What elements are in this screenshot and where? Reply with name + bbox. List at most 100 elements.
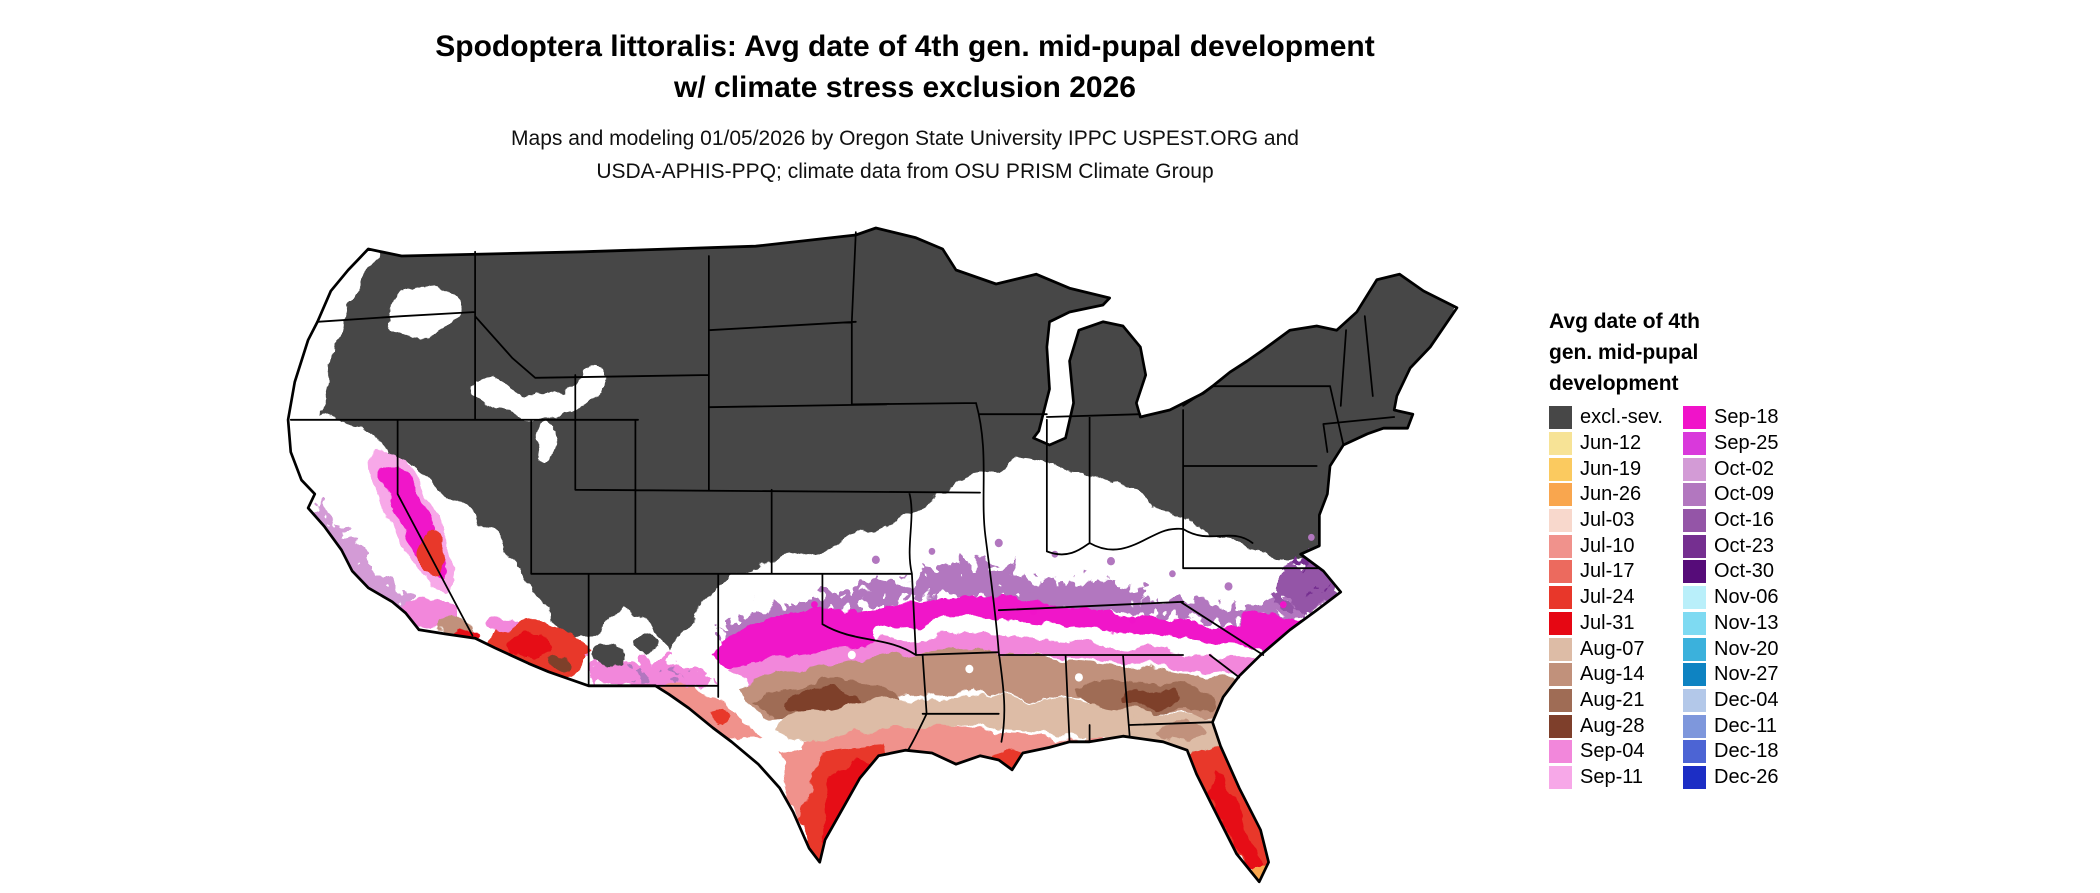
legend-swatch bbox=[1683, 586, 1706, 610]
legend-swatch bbox=[1683, 663, 1706, 687]
map-clipped-layers bbox=[288, 228, 1457, 893]
legend-row: Sep-25 bbox=[1683, 431, 1843, 457]
legend-label: excl.-sev. bbox=[1580, 406, 1663, 429]
subtitle-line-2: USDA-APHIS-PPQ; climate data from OSU PR… bbox=[596, 160, 1214, 183]
legend-label: Aug-28 bbox=[1580, 714, 1645, 737]
legend-row: Oct-23 bbox=[1683, 533, 1843, 559]
legend-label: Sep-11 bbox=[1580, 765, 1644, 788]
legend-title-line-2: gen. mid-pupal bbox=[1549, 341, 1699, 364]
region-jun-12-florida-tip bbox=[1243, 882, 1262, 893]
legend-swatch bbox=[1683, 560, 1706, 584]
state-boundaries bbox=[289, 231, 1396, 752]
legend-row: Dec-26 bbox=[1683, 765, 1843, 791]
legend-row: Jun-19 bbox=[1549, 456, 1683, 482]
region-jul-31-florida-peninsula bbox=[1209, 769, 1261, 874]
legend-swatch bbox=[1683, 714, 1706, 738]
legend-label: Jun-19 bbox=[1580, 457, 1642, 480]
title-line-1: Spodoptera littoralis: Avg date of 4th g… bbox=[435, 30, 1375, 63]
legend-row: Nov-20 bbox=[1683, 636, 1843, 662]
legend-row: excl.-sev. bbox=[1549, 405, 1683, 431]
legend-row: Sep-04 bbox=[1549, 739, 1683, 765]
legend-swatch bbox=[1683, 534, 1706, 558]
legend-column-2: Sep-18 Sep-25 Oct-02 Oct-09 Oct-16 Oct-23 Oct-… bbox=[1683, 405, 1843, 790]
legend-swatch bbox=[1683, 457, 1706, 481]
legend-row: Jun-26 bbox=[1549, 482, 1683, 508]
legend-swatch bbox=[1549, 432, 1572, 456]
region-white-snake-river-plain bbox=[471, 363, 607, 418]
legend-row: Sep-11 bbox=[1549, 765, 1683, 791]
speckle-purple bbox=[1224, 582, 1233, 591]
legend-swatch bbox=[1549, 611, 1572, 635]
legend-swatch bbox=[1683, 611, 1706, 635]
legend-column-1: excl.-sev. Jun-12 Jun-19 Jun-26 Jul-03 Jul-10… bbox=[1549, 405, 1683, 790]
legend-label: Nov-20 bbox=[1714, 637, 1779, 660]
legend-swatch bbox=[1549, 714, 1572, 738]
region-jul-31-phoenix bbox=[509, 635, 553, 658]
legend-label: Oct-23 bbox=[1714, 534, 1775, 557]
legend-swatch bbox=[1549, 457, 1572, 481]
legend-label: Aug-07 bbox=[1580, 637, 1645, 660]
dot-oct-09 bbox=[630, 666, 641, 678]
region-jul-24-west-texas bbox=[708, 709, 733, 724]
dot-oct-09 bbox=[670, 671, 681, 683]
legend-label: Nov-27 bbox=[1714, 663, 1779, 686]
legend-row: Nov-13 bbox=[1683, 611, 1843, 637]
us-development-map bbox=[248, 193, 1477, 893]
title-line-2: w/ climate stress exclusion 2026 bbox=[674, 71, 1136, 104]
legend-title-line-1: Avg date of 4th bbox=[1549, 310, 1700, 333]
speckle-magenta bbox=[1030, 608, 1037, 616]
band-sep-04-pink bbox=[728, 632, 1280, 689]
legend-swatch bbox=[1683, 765, 1706, 789]
band-sep-18-magenta bbox=[718, 596, 1344, 667]
region-new-mexico-strip bbox=[589, 657, 716, 694]
legend-label: Dec-18 bbox=[1714, 740, 1779, 763]
legend-label: Aug-21 bbox=[1580, 688, 1645, 711]
dot-oct-23 bbox=[1316, 585, 1328, 597]
page-subtitle: Maps and modeling 01/05/2026 by Oregon S… bbox=[0, 122, 1810, 188]
legend-row: Oct-02 bbox=[1683, 456, 1843, 482]
legend-row: Oct-09 bbox=[1683, 482, 1843, 508]
region-excluded-sacramento-mts bbox=[634, 636, 659, 651]
region-jul-10-west-texas bbox=[659, 687, 761, 738]
legend-swatch bbox=[1549, 663, 1572, 687]
legend-label: Oct-16 bbox=[1714, 509, 1775, 532]
legend-swatch bbox=[1683, 688, 1706, 712]
legend-swatch bbox=[1549, 740, 1572, 764]
legend-label: Oct-02 bbox=[1714, 457, 1775, 480]
legend-label: Nov-06 bbox=[1714, 586, 1779, 609]
legend-label: Sep-25 bbox=[1714, 432, 1779, 455]
legend-swatch bbox=[1683, 483, 1706, 507]
legend-row: Dec-11 bbox=[1683, 713, 1843, 739]
legend-row: Nov-06 bbox=[1683, 585, 1843, 611]
legend-row: Dec-18 bbox=[1683, 739, 1843, 765]
core-aug-28-southeast bbox=[1124, 688, 1184, 709]
speckle-purple bbox=[1308, 533, 1315, 541]
legend-label: Jul-10 bbox=[1580, 534, 1635, 557]
legend-swatch bbox=[1549, 406, 1572, 430]
legend-row: Sep-18 bbox=[1683, 405, 1843, 431]
legend-label: Aug-14 bbox=[1580, 663, 1645, 686]
legend-row: Jul-24 bbox=[1549, 585, 1683, 611]
us-outline bbox=[286, 226, 1459, 884]
legend-label: Jun-26 bbox=[1580, 483, 1642, 506]
legend-swatch bbox=[1683, 740, 1706, 764]
speckle-purple bbox=[1322, 545, 1328, 552]
legend-swatch bbox=[1549, 586, 1572, 610]
legend-label: Oct-09 bbox=[1714, 483, 1775, 506]
legend-row: Jun-12 bbox=[1549, 431, 1683, 457]
speckle-purple bbox=[1169, 570, 1176, 578]
speckle-white bbox=[725, 609, 733, 617]
region-white-pacific-coast bbox=[288, 237, 382, 434]
legend-row: Dec-04 bbox=[1683, 688, 1843, 714]
legend-row: Jul-31 bbox=[1549, 611, 1683, 637]
legend-row: Jul-03 bbox=[1549, 508, 1683, 534]
legend-swatch bbox=[1549, 534, 1572, 558]
us-map-svg bbox=[286, 226, 1459, 893]
legend-label: Dec-26 bbox=[1714, 765, 1779, 788]
region-excluded-gila bbox=[588, 645, 624, 665]
blob-purple-ozarks bbox=[907, 564, 1031, 601]
legend-swatch bbox=[1549, 560, 1572, 584]
legend-swatch bbox=[1549, 765, 1572, 789]
legend-row: Aug-21 bbox=[1549, 688, 1683, 714]
legend-label: Dec-04 bbox=[1714, 688, 1779, 711]
